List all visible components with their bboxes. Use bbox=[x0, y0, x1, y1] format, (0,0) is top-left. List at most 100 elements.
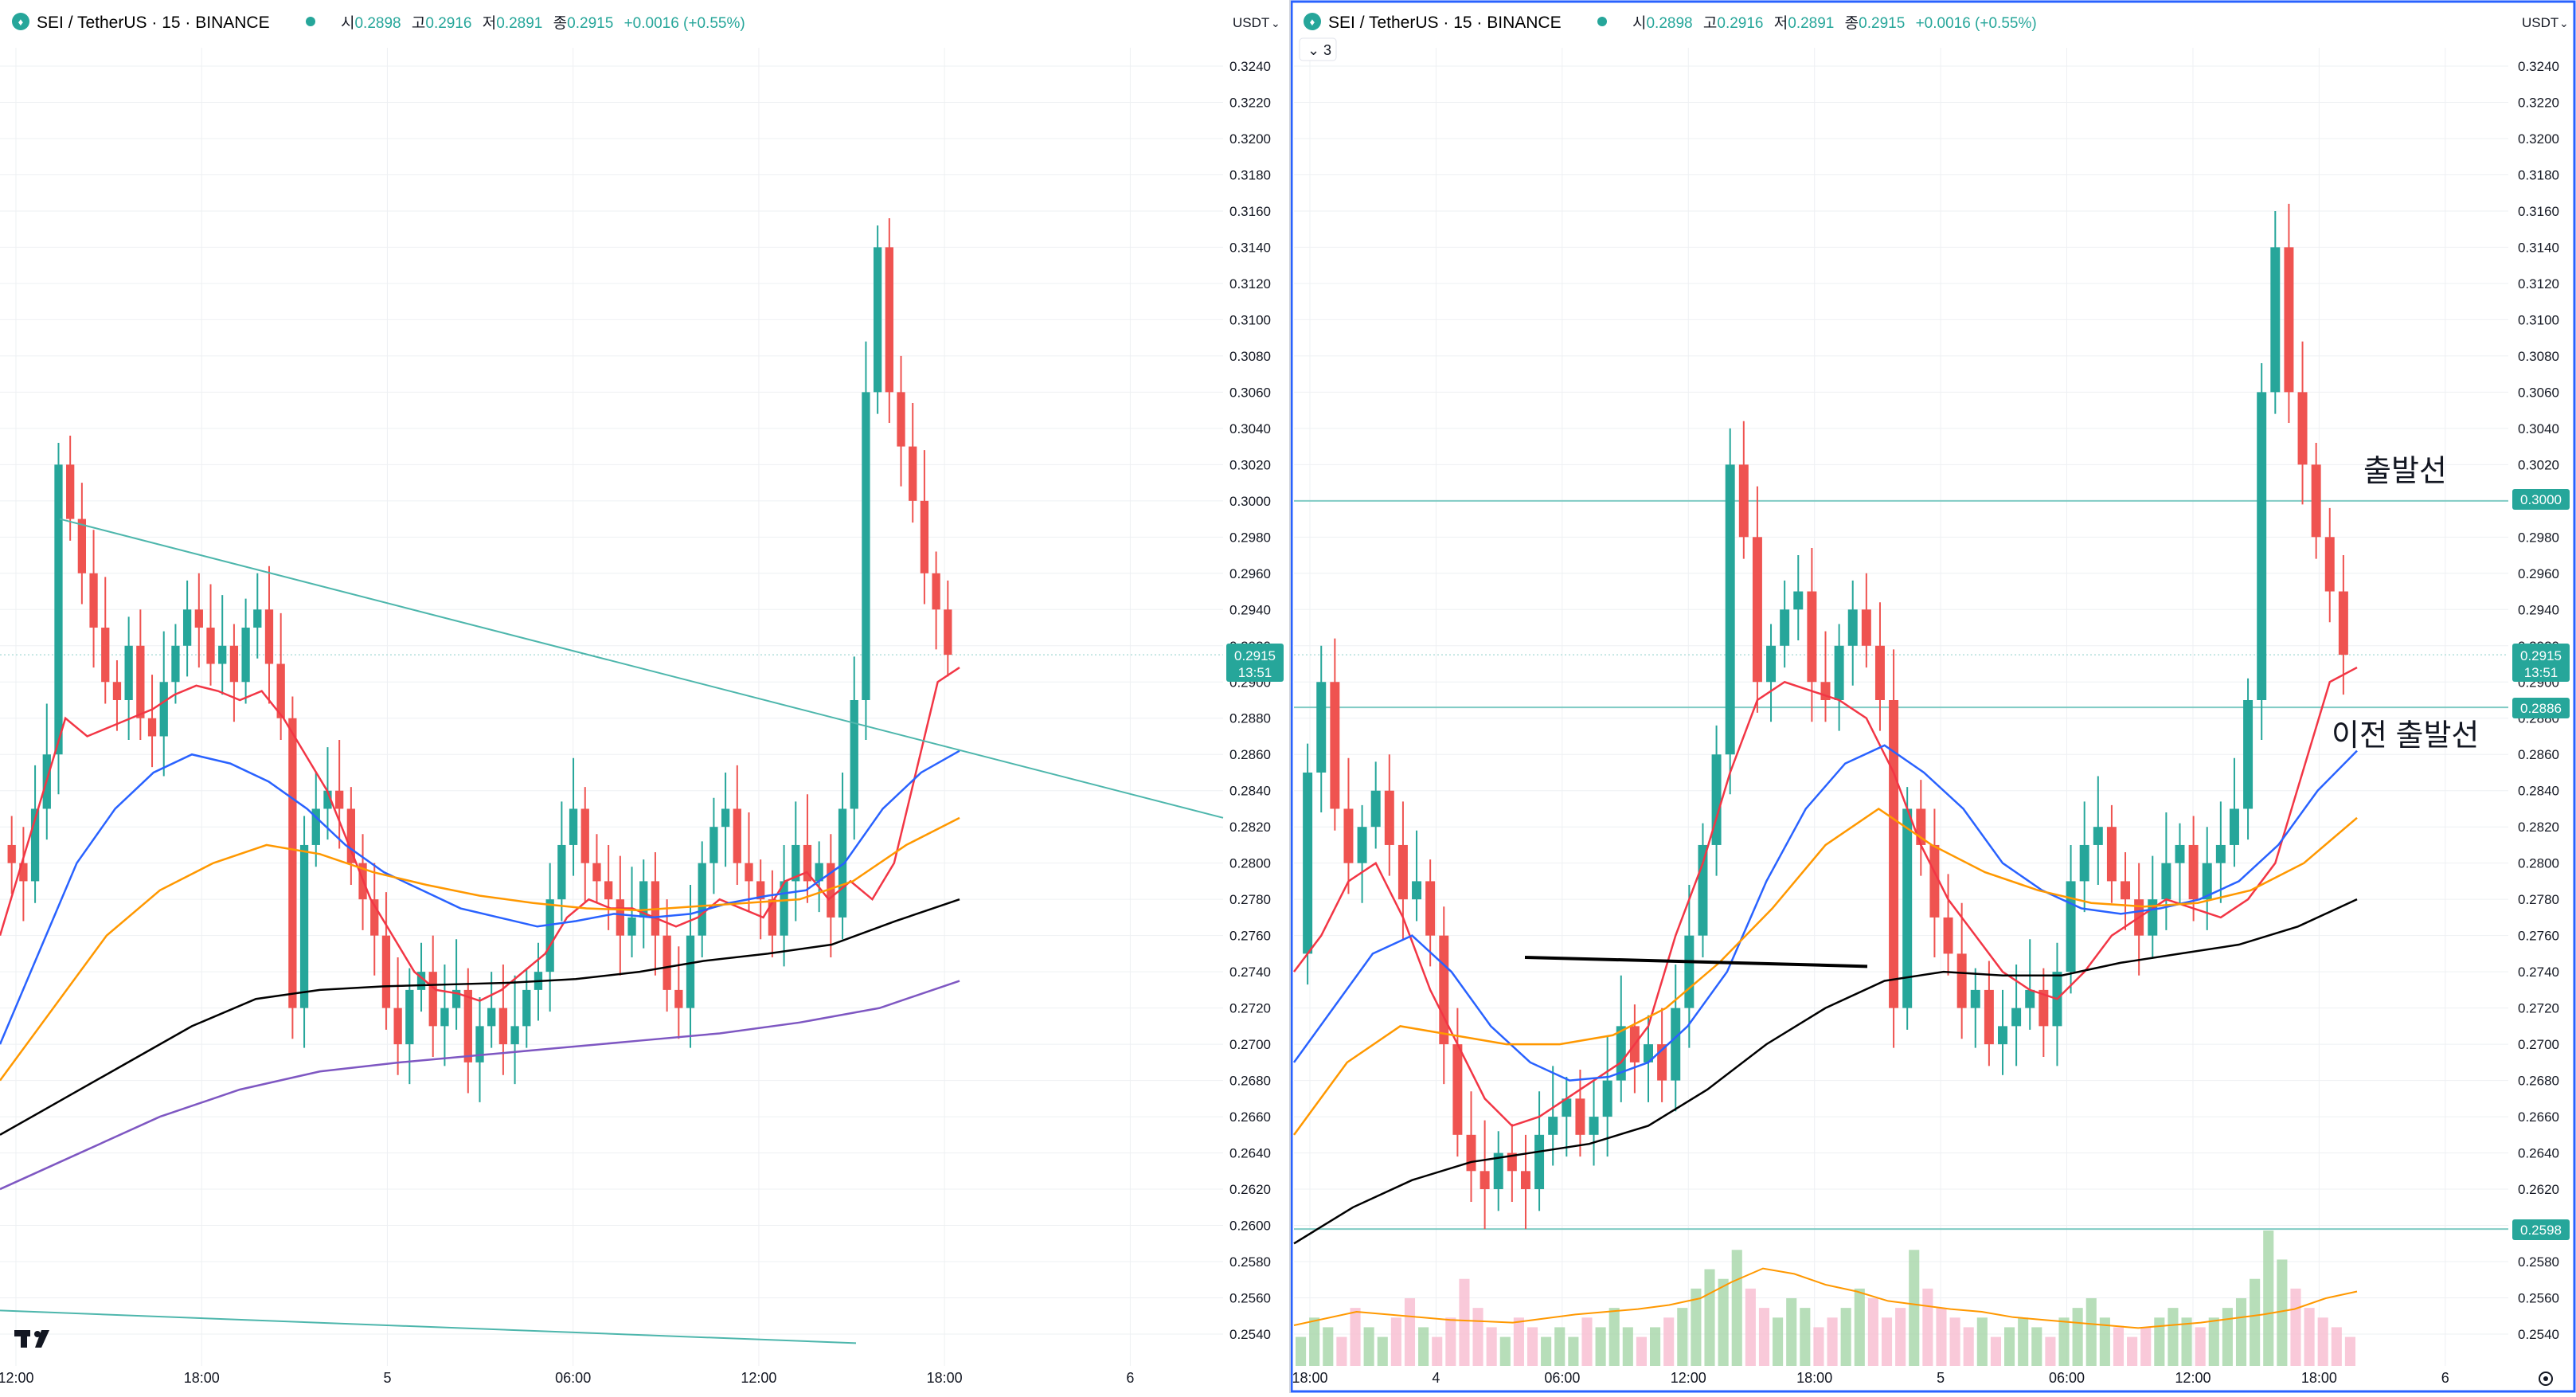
y-tick-label: 0.3000 bbox=[1229, 494, 1271, 509]
y-tick-label: 0.3040 bbox=[2518, 421, 2559, 436]
right-chart-pane[interactable]: 0.3240 0.3220 0.3200 0.3180 0.3160 0.3140 0.31… bbox=[1292, 48, 2559, 1386]
candle-body bbox=[1929, 844, 1940, 918]
right-currency-button[interactable]: USDT ⌄ bbox=[2522, 15, 2569, 30]
candle-body bbox=[1956, 953, 1967, 1008]
y-tick-label: 0.3220 bbox=[2518, 95, 2559, 110]
y-tick-label: 0.3140 bbox=[2518, 240, 2559, 255]
candle-body bbox=[1370, 790, 1381, 828]
volume-bar bbox=[1854, 1288, 1865, 1366]
gear-icon[interactable] bbox=[2539, 1372, 2553, 1386]
x-tick-label: 18:00 bbox=[2301, 1370, 2337, 1386]
y-tick-label: 0.3160 bbox=[1229, 204, 1271, 219]
candle-body bbox=[1874, 645, 1885, 700]
y-tick-label: 0.2540 bbox=[1229, 1327, 1271, 1342]
moving-average-line[interactable] bbox=[0, 980, 960, 1191]
volume-bar bbox=[2004, 1327, 2015, 1366]
candle-body bbox=[745, 863, 753, 882]
volume-bar bbox=[1581, 1317, 1593, 1366]
svg-text:0.3000: 0.3000 bbox=[2520, 492, 2562, 507]
y-tick-label: 0.2760 bbox=[1229, 929, 1271, 944]
volume-bar bbox=[1445, 1317, 1456, 1366]
y-tick-label: 0.3020 bbox=[2518, 457, 2559, 472]
candle-body bbox=[2257, 392, 2267, 700]
tradingview-logo-icon[interactable] bbox=[14, 1330, 49, 1348]
volume-bar bbox=[1650, 1327, 1661, 1366]
annotation-start-line[interactable]: 출발선 bbox=[2363, 455, 2447, 488]
y-tick-label: 0.2720 bbox=[1229, 1001, 1271, 1016]
volume-bar bbox=[1949, 1317, 1960, 1366]
trend-line[interactable] bbox=[0, 1309, 857, 1344]
moving-average-line[interactable] bbox=[0, 667, 960, 1002]
volume-bar bbox=[2304, 1308, 2315, 1366]
x-tick-label: 5 bbox=[1937, 1370, 1945, 1386]
market-status-icon[interactable] bbox=[1597, 17, 1607, 26]
trend-line[interactable] bbox=[59, 518, 1224, 819]
y-tick-label: 0.3180 bbox=[1229, 167, 1271, 182]
moving-average-line[interactable] bbox=[1293, 898, 2358, 1245]
candle-body bbox=[522, 989, 531, 1027]
y-tick-label: 0.2540 bbox=[2518, 1327, 2559, 1342]
candle-body bbox=[768, 899, 777, 936]
volume-bar bbox=[1881, 1317, 1893, 1366]
annotation-previous-start-line[interactable]: 이전 출발선 bbox=[2332, 719, 2479, 753]
volume-bar bbox=[2263, 1231, 2274, 1366]
volume-bar bbox=[1718, 1278, 1729, 1366]
chevron-down-icon: ⌄ bbox=[2559, 17, 2569, 29]
indicator-toggle-button[interactable]: ⌄ 3 bbox=[1299, 37, 1337, 61]
left-currency-button[interactable]: USDT ⌄ bbox=[1233, 15, 1280, 30]
candle-body bbox=[2011, 1008, 2022, 1027]
candle-body bbox=[1820, 682, 1831, 700]
volume-bar bbox=[1363, 1327, 1374, 1366]
y-tick-label: 0.3020 bbox=[1229, 457, 1271, 472]
moving-average-line[interactable] bbox=[0, 749, 960, 1045]
candle-body bbox=[475, 1026, 484, 1062]
candle-body bbox=[206, 628, 215, 664]
candle-body bbox=[253, 609, 262, 628]
volume-bar bbox=[1840, 1308, 1851, 1366]
sei-logo-glyph: ♦ bbox=[1310, 16, 1315, 28]
candle-body bbox=[1534, 1134, 1545, 1190]
x-tick-label: 6 bbox=[2441, 1370, 2449, 1386]
drawn-horizontal-line[interactable] bbox=[1524, 955, 1868, 969]
candle-body bbox=[780, 881, 788, 936]
candle-body bbox=[2311, 464, 2321, 538]
candle-body bbox=[2243, 700, 2254, 809]
candle-body bbox=[335, 790, 344, 809]
volume-bar bbox=[1758, 1308, 1770, 1366]
volume-bar bbox=[1813, 1327, 1824, 1366]
candle-body bbox=[545, 899, 554, 972]
y-tick-label: 0.3140 bbox=[1229, 240, 1271, 255]
y-tick-label: 0.2840 bbox=[2518, 784, 2559, 799]
moving-average-line[interactable] bbox=[1292, 807, 2358, 1136]
y-tick-label: 0.2700 bbox=[1229, 1037, 1271, 1052]
y-tick-label: 0.3040 bbox=[1229, 421, 1271, 436]
y-tick-label: 0.2780 bbox=[1229, 892, 1271, 907]
x-tick-label: 12:00 bbox=[1671, 1370, 1706, 1386]
right-price-tag: 0.2915 13:51 bbox=[2512, 644, 2570, 682]
candle-body bbox=[709, 827, 718, 863]
level-tag-0.3000: 0.3000 bbox=[2512, 489, 2570, 510]
volume-bar bbox=[1486, 1327, 1497, 1366]
candle-body bbox=[487, 1008, 496, 1027]
moving-average-line[interactable] bbox=[0, 816, 960, 1082]
y-tick-label: 0.2700 bbox=[2518, 1037, 2559, 1052]
volume-bar bbox=[1595, 1327, 1606, 1366]
candle-body bbox=[1916, 808, 1926, 845]
x-axis[interactable]: 12:00 18:00 5 06:00 12:00 18:00 6 bbox=[0, 1370, 1134, 1386]
candle-body bbox=[89, 573, 98, 628]
candle-body bbox=[897, 392, 905, 447]
volume-bars bbox=[1293, 1231, 2358, 1366]
x-axis[interactable]: 18:00 4 06:00 12:00 18:00 5 06:00 12:00 18:00 6 bbox=[1292, 1370, 2449, 1386]
volume-bar bbox=[1867, 1298, 1878, 1366]
market-status-icon[interactable] bbox=[306, 17, 315, 26]
volume-bar bbox=[2222, 1308, 2233, 1366]
sei-logo-icon bbox=[1304, 13, 1321, 30]
left-chart-pane[interactable]: 0.3240 0.3220 0.3200 0.3180 0.3160 0.3140 0.31… bbox=[0, 48, 1271, 1386]
volume-bar bbox=[2031, 1327, 2042, 1366]
candle-body bbox=[1684, 935, 1695, 1008]
x-tick-label: 12:00 bbox=[0, 1370, 34, 1386]
y-tick-label: 0.3240 bbox=[2518, 59, 2559, 74]
y-tick-label: 0.2560 bbox=[1229, 1291, 1271, 1306]
moving-average-line[interactable] bbox=[0, 898, 960, 1136]
